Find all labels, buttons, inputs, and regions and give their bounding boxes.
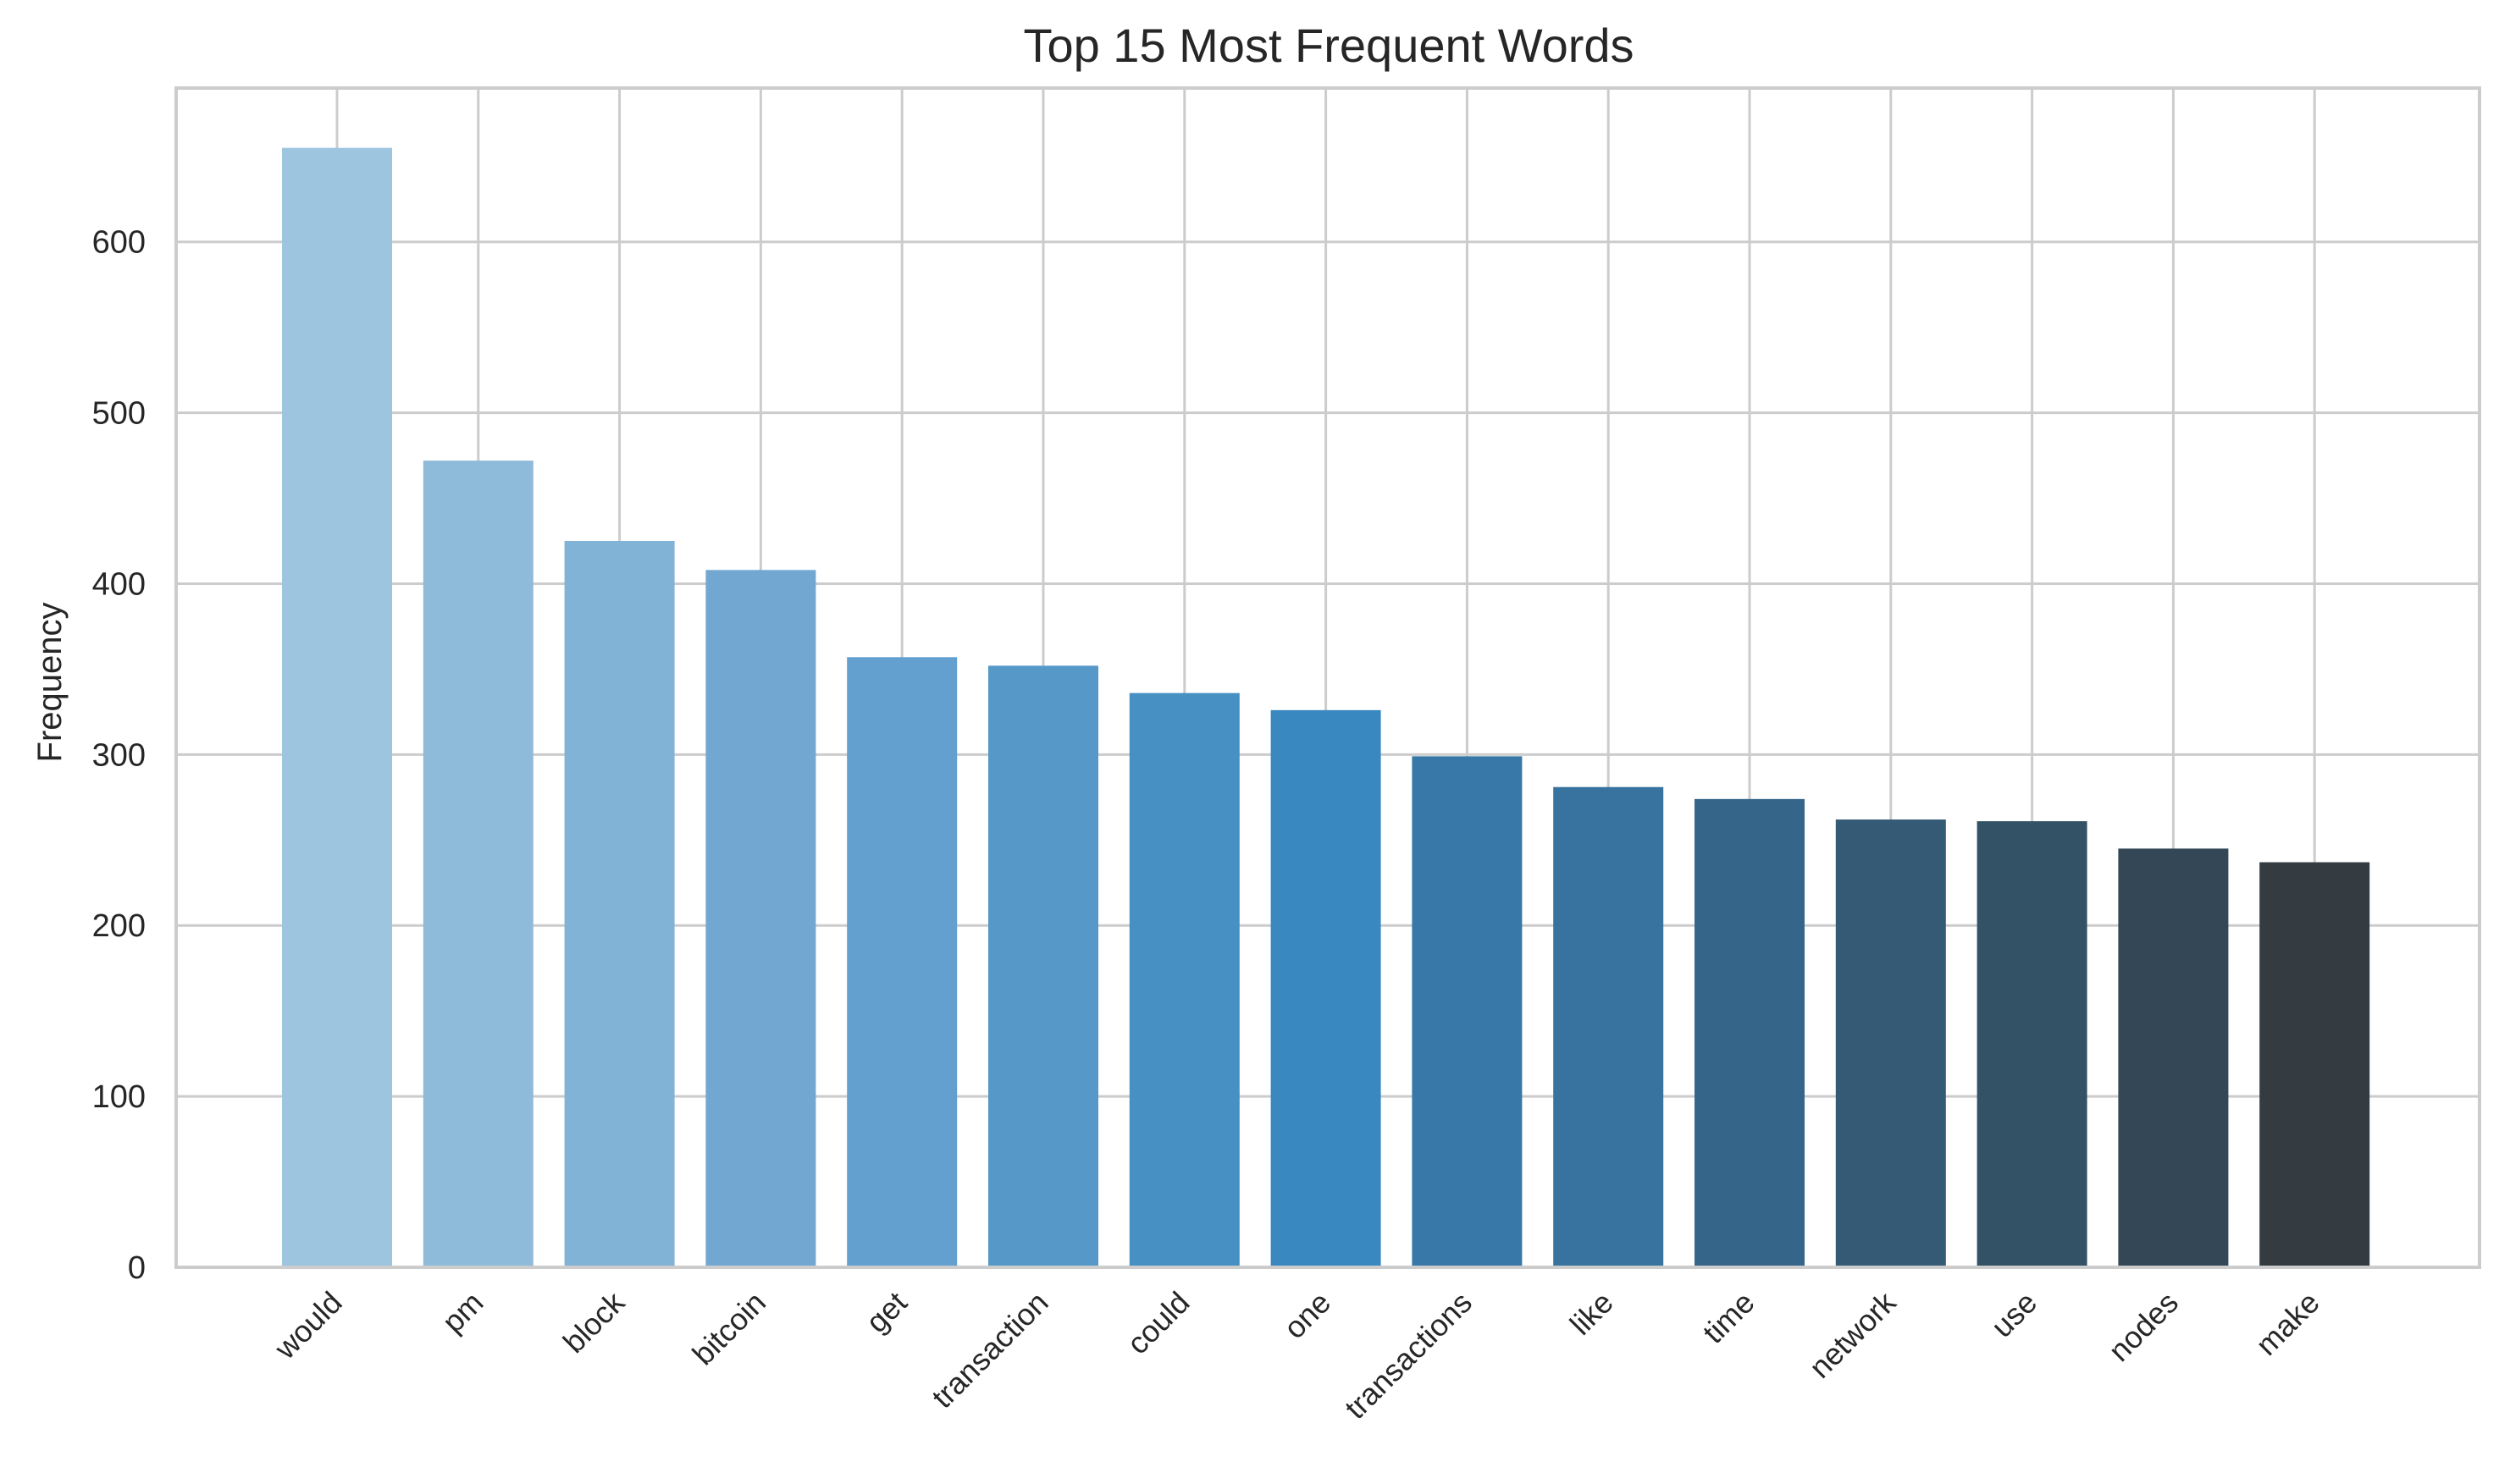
y-axis-label: Frequency — [31, 603, 69, 763]
y-tick-label: 400 — [92, 566, 146, 602]
bar-make — [2259, 862, 2370, 1267]
bar-time — [1695, 798, 1805, 1267]
bar-bitcoin — [705, 570, 816, 1267]
bar-one — [1270, 709, 1381, 1267]
y-tick-labels: 0 100 200 300 400 500 600 — [92, 225, 146, 1286]
bar-pm — [423, 461, 534, 1267]
y-tick-label: 200 — [92, 908, 146, 944]
bar-could — [1129, 692, 1240, 1267]
y-tick-label: 300 — [92, 737, 146, 773]
bar-network — [1835, 819, 1946, 1267]
y-tick-label: 500 — [92, 396, 146, 432]
bar-would — [282, 147, 392, 1267]
bar-transactions — [1412, 756, 1523, 1267]
bar-like — [1553, 786, 1664, 1267]
bar-get — [847, 657, 958, 1267]
bar-block — [564, 540, 675, 1267]
plot-frame — [174, 86, 2481, 1269]
bar-transaction — [988, 665, 1098, 1267]
y-tick-label: 600 — [92, 225, 146, 261]
bar-use — [1977, 821, 2087, 1267]
chart-title: Top 15 Most Frequent Words — [1023, 19, 1634, 72]
y-tick-label: 0 — [128, 1250, 146, 1286]
y-tick-label: 100 — [92, 1079, 146, 1115]
bars — [282, 147, 2370, 1267]
bar-nodes — [2118, 848, 2229, 1267]
